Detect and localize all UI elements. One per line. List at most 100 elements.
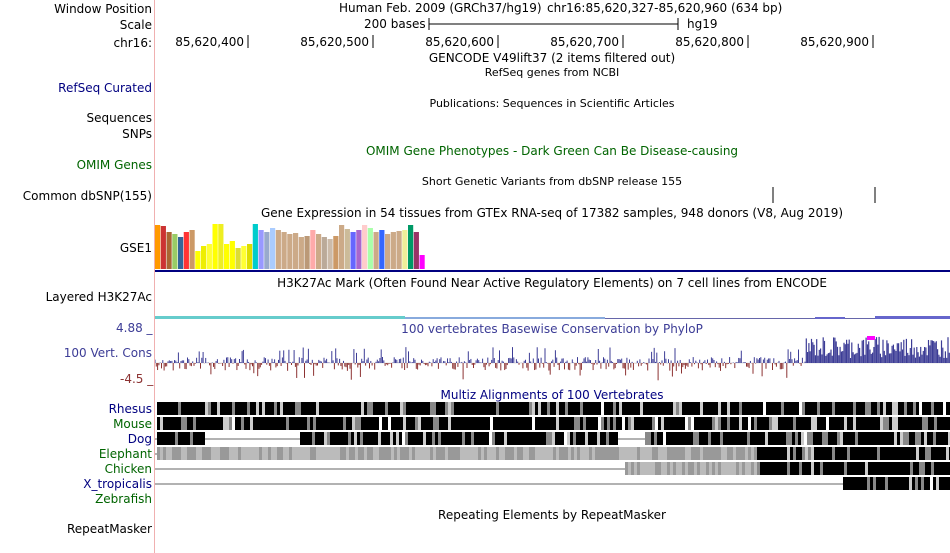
omim-title[interactable]: OMIM Gene Phenotypes - Dark Green Can Be… bbox=[365, 144, 739, 158]
gtex-title[interactable]: Gene Expression in 54 tissues from GTEx … bbox=[260, 206, 844, 220]
gtex-bar[interactable] bbox=[160, 226, 166, 269]
multiz-block bbox=[202, 432, 205, 445]
h3k27ac-label[interactable]: Layered H3K27Ac bbox=[45, 290, 152, 304]
gtex-bar[interactable] bbox=[212, 224, 218, 269]
gtex-bar[interactable] bbox=[413, 232, 419, 269]
species-label-x_tropicalis[interactable]: X_tropicalis bbox=[83, 477, 152, 491]
multiz-block bbox=[700, 402, 703, 415]
gtex-bar[interactable] bbox=[172, 234, 178, 269]
multiz-block bbox=[559, 447, 562, 460]
gtex-bar[interactable] bbox=[379, 230, 385, 269]
gtex-bar[interactable] bbox=[339, 225, 345, 269]
gtex-bar[interactable] bbox=[229, 241, 235, 269]
gtex-bar[interactable] bbox=[166, 232, 172, 269]
gtex-bar[interactable] bbox=[316, 234, 322, 269]
multiz-block bbox=[873, 432, 876, 445]
multiz-block bbox=[550, 402, 553, 415]
species-label-dog[interactable]: Dog bbox=[127, 432, 152, 446]
multiz-block bbox=[679, 447, 682, 460]
gtex-bar[interactable] bbox=[281, 232, 287, 269]
snps-label[interactable]: SNPs bbox=[122, 127, 152, 141]
gtex-bar[interactable] bbox=[350, 232, 356, 269]
gtex-bar[interactable] bbox=[178, 237, 184, 269]
base-ruler[interactable]: 85,620,400 85,620,500 85,620,600 85,620,700… bbox=[0, 0, 950, 50]
gtex-bar[interactable] bbox=[201, 246, 207, 269]
gtex-bar[interactable] bbox=[396, 231, 402, 269]
gtex-bar[interactable] bbox=[189, 230, 195, 269]
cons-plot[interactable] bbox=[155, 332, 950, 386]
position-range[interactable]: chr16:85,620,327-85,620,960 (634 bp) bbox=[547, 1, 783, 15]
gtex-bar[interactable] bbox=[183, 232, 189, 269]
cons-label[interactable]: 100 Vert. Cons bbox=[63, 346, 152, 360]
gtex-bar[interactable] bbox=[367, 228, 373, 269]
multiz-block bbox=[801, 432, 804, 445]
gtex-label[interactable]: GSE1 bbox=[119, 241, 152, 255]
gtex-bar[interactable] bbox=[408, 225, 414, 269]
multiz-block bbox=[453, 432, 456, 445]
omim-label[interactable]: OMIM Genes bbox=[76, 158, 152, 172]
gtex-bar[interactable] bbox=[298, 237, 304, 269]
gtex-bar[interactable] bbox=[333, 236, 339, 269]
multiz-block bbox=[892, 402, 895, 415]
species-label-rhesus[interactable]: Rhesus bbox=[108, 402, 152, 416]
species-label-mouse[interactable]: Mouse bbox=[113, 417, 152, 431]
multiz-block bbox=[486, 432, 489, 445]
multiz-title[interactable]: Multiz Alignments of 100 Vertebrates bbox=[440, 388, 664, 402]
gtex-bar[interactable] bbox=[218, 224, 224, 269]
dbsnp-title[interactable]: Short Genetic Variants from dbSNP releas… bbox=[421, 175, 683, 188]
gtex-bar[interactable] bbox=[270, 228, 276, 269]
multiz-block bbox=[454, 402, 457, 415]
gtex-bar[interactable] bbox=[344, 229, 350, 269]
gtex-bar[interactable] bbox=[247, 244, 253, 269]
gtex-bar[interactable] bbox=[385, 234, 391, 269]
gtex-bar[interactable] bbox=[258, 230, 264, 269]
gtex-bar[interactable] bbox=[362, 225, 368, 269]
gtex-bar[interactable] bbox=[373, 232, 379, 269]
gtex-bar[interactable] bbox=[287, 234, 293, 269]
gtex-bar[interactable] bbox=[327, 239, 333, 269]
dbsnp-label[interactable]: Common dbSNP(155) bbox=[22, 189, 152, 203]
multiz-block bbox=[565, 447, 568, 460]
multiz-block bbox=[880, 462, 883, 475]
multiz-block bbox=[691, 417, 694, 430]
gtex-bar[interactable] bbox=[310, 230, 316, 269]
cons-title[interactable]: 100 vertebrates Basewise Conservation by… bbox=[401, 322, 703, 336]
gtex-bar[interactable] bbox=[195, 251, 201, 269]
gtex-bar[interactable] bbox=[252, 224, 258, 269]
gtex-bars[interactable] bbox=[155, 222, 950, 274]
multiz-block bbox=[715, 462, 718, 475]
multiz-block bbox=[715, 402, 718, 415]
refseq-title[interactable]: RefSeq genes from NCBI bbox=[484, 66, 620, 79]
species-label-elephant[interactable]: Elephant bbox=[98, 447, 152, 461]
multiz-block bbox=[340, 447, 343, 460]
species-label-chicken[interactable]: Chicken bbox=[104, 462, 152, 476]
multiz-block bbox=[483, 432, 486, 445]
gtex-bar[interactable] bbox=[235, 248, 241, 269]
sequences-label[interactable]: Sequences bbox=[86, 111, 152, 125]
species-label-zebrafish[interactable]: Zebrafish bbox=[95, 492, 152, 506]
ruler-tick-label: 85,620,900 bbox=[800, 35, 869, 49]
rmsk-label[interactable]: RepeatMasker bbox=[66, 522, 152, 536]
refseq-label[interactable]: RefSeq Curated bbox=[58, 81, 152, 95]
gtex-bar[interactable] bbox=[206, 244, 212, 269]
h3k27ac-signal[interactable] bbox=[155, 306, 950, 322]
gtex-bar[interactable] bbox=[304, 236, 310, 269]
gtex-bar[interactable] bbox=[241, 246, 247, 269]
gencode-title[interactable]: GENCODE V49lift37 (2 items filtered out) bbox=[428, 51, 676, 65]
gtex-bar[interactable] bbox=[321, 237, 327, 269]
gtex-bar[interactable] bbox=[356, 230, 362, 269]
gtex-bar[interactable] bbox=[402, 230, 408, 269]
gtex-bar[interactable] bbox=[419, 255, 425, 269]
multiz-alignments[interactable] bbox=[155, 400, 950, 492]
publications-title[interactable]: Publications: Sequences in Scientific Ar… bbox=[429, 97, 675, 110]
gtex-bar[interactable] bbox=[275, 230, 281, 269]
rmsk-title[interactable]: Repeating Elements by RepeatMasker bbox=[438, 508, 666, 522]
dbsnp-features[interactable] bbox=[0, 185, 950, 205]
gtex-bar[interactable] bbox=[390, 232, 396, 269]
gtex-bar[interactable] bbox=[224, 244, 230, 269]
gtex-bar[interactable] bbox=[155, 225, 161, 269]
gtex-bar[interactable] bbox=[264, 232, 270, 269]
gtex-bar[interactable] bbox=[293, 233, 299, 269]
multiz-block bbox=[813, 432, 816, 445]
h3k27ac-title[interactable]: H3K27Ac Mark (Often Found Near Active Re… bbox=[277, 276, 827, 290]
